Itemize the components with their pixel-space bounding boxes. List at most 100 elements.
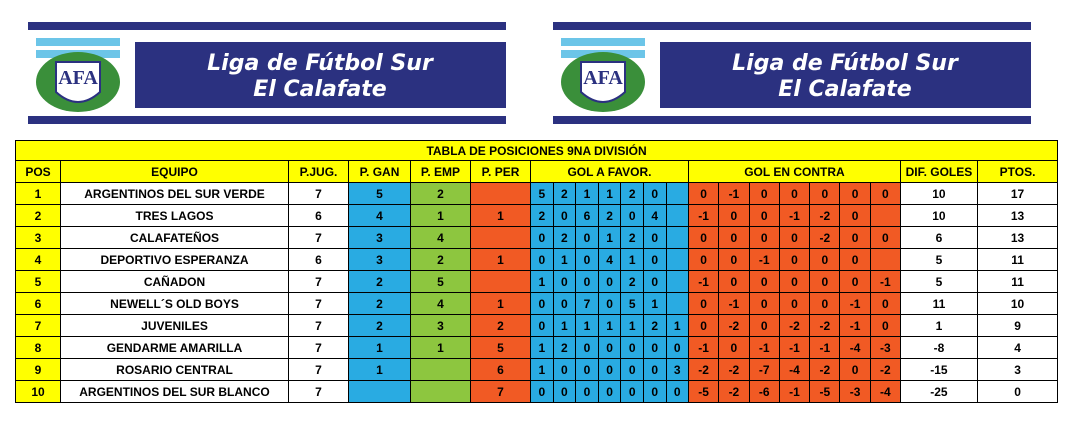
goals-against: -7 [748,358,780,381]
goals-for: 1 [620,314,644,337]
column-header: EQUIPO [60,160,289,183]
goals-against: 0 [687,314,720,337]
goals-for: 1 [552,314,577,337]
played: 7 [288,314,349,337]
goals-against: 0 [748,314,780,337]
goals-against: -6 [748,380,780,403]
goals-against: -1 [748,248,780,271]
goals-for: 0 [642,336,667,359]
goals-against: -3 [869,336,901,359]
goals-for: 2 [620,270,644,293]
goals-for: 0 [642,380,667,403]
played: 7 [288,336,349,359]
drawn [410,380,471,403]
goals-against: -5 [809,380,841,403]
played: 7 [288,380,349,403]
table-row: TABLA DE POSICIONES 9NA DIVISIÓN [14,140,1059,161]
goals-for: 0 [620,336,644,359]
goals-against: -2 [809,314,841,337]
won [348,380,411,403]
played: 6 [288,248,349,271]
lost [470,270,531,293]
position: 5 [15,270,61,293]
won: 2 [348,314,411,337]
goals-for [665,248,689,271]
goals-against: 0 [687,182,720,205]
goals-against: -1 [748,336,780,359]
lost: 7 [470,380,531,403]
table-row: 4 DEPORTIVO ESPERANZA 6 3 2 1 0 1 0 4 1 0 0 0 -1 0 0 0 5 11 [15,248,1059,271]
goals-for: 0 [552,380,577,403]
goals-against: -1 [809,336,841,359]
goals-against: -1 [718,292,750,315]
column-header: GOL A FAVOR. [530,160,689,183]
goals-against: 0 [809,182,841,205]
goals-for [665,226,689,249]
goals-against: -1 [687,336,720,359]
goals-against: 0 [718,270,750,293]
won: 5 [348,182,411,205]
won: 3 [348,248,411,271]
drawn [410,358,471,381]
goals-against [869,248,901,271]
goals-against: 0 [748,270,780,293]
goals-against: -2 [687,358,720,381]
drawn: 5 [410,270,471,293]
goals-against: 0 [748,226,780,249]
points: 13 [976,204,1059,227]
column-header: P. EMP [410,160,471,183]
goals-against: 0 [778,292,811,315]
logo-text: AFA [58,67,98,89]
goals-for [665,270,689,293]
goals-against: -1 [778,204,811,227]
goals-for: 4 [597,248,622,271]
goals-for: 0 [575,336,599,359]
goals-for: 1 [530,336,554,359]
banner: AFA Liga de Fútbol Sur El Calafate [553,22,1031,124]
goals-for: 2 [620,226,644,249]
goals-for: 1 [530,270,554,293]
goals-for: 0 [530,380,554,403]
column-header: P.JUG. [288,160,349,183]
points: 0 [976,380,1059,403]
team: JUVENILES [60,314,289,337]
table-row: 1 ARGENTINOS DEL SUR VERDE 7 5 2 5 2 1 1 2 0 0 -1 0 0 0… [15,182,1059,205]
goals-against: 0 [718,226,750,249]
goals-against: 0 [869,292,901,315]
goals-for: 1 [575,314,599,337]
goals-against: -2 [809,226,841,249]
played: 7 [288,358,349,381]
goals-against: 0 [809,292,841,315]
goals-against: -2 [718,380,750,403]
goals-for: 0 [597,292,622,315]
goals-for: 2 [552,182,577,205]
won: 4 [348,204,411,227]
goals-against [869,204,901,227]
goals-against: -1 [687,204,720,227]
goals-for: 0 [642,248,667,271]
goals-for: 0 [642,182,667,205]
goals-for: 0 [575,358,599,381]
goals-against: 0 [809,248,841,271]
won: 1 [348,358,411,381]
team: GENDARME AMARILLA [60,336,289,359]
played: 7 [288,226,349,249]
goal-diff: -15 [899,358,978,381]
points: 13 [976,226,1059,249]
drawn: 4 [410,292,471,315]
goals-for: 4 [642,204,667,227]
goals-for: 1 [620,248,644,271]
goals-against: 0 [748,204,780,227]
goals-for [665,182,689,205]
goals-for: 0 [642,358,667,381]
team: NEWELL´S OLD BOYS [60,292,289,315]
goals-against: -1 [839,292,871,315]
lost [470,182,531,205]
goals-for: 0 [575,226,599,249]
goals-against: 0 [778,248,811,271]
column-header: P. GAN [348,160,411,183]
lost: 5 [470,336,531,359]
goals-against: 0 [748,292,780,315]
goals-against: -4 [778,358,811,381]
goals-for: 0 [642,270,667,293]
